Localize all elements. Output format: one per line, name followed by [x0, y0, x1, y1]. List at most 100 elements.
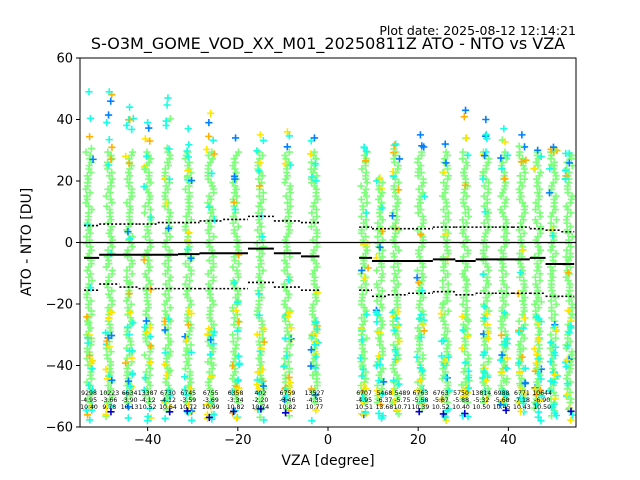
data-point	[83, 172, 91, 180]
data-point	[373, 387, 381, 395]
data-point	[259, 382, 268, 390]
data-point	[207, 109, 215, 117]
data-point	[140, 256, 148, 264]
data-point	[479, 270, 487, 279]
data-point	[208, 155, 217, 163]
data-point	[146, 137, 154, 145]
data-point	[284, 276, 292, 284]
data-point	[128, 125, 136, 134]
data-point	[143, 290, 151, 298]
data-point	[460, 334, 468, 342]
data-point	[123, 364, 131, 373]
data-point	[521, 389, 529, 397]
data-point	[537, 298, 545, 306]
y-tick-label: −40	[46, 359, 73, 374]
data-point	[391, 397, 399, 405]
data-point	[165, 293, 173, 302]
data-point	[312, 406, 320, 414]
data-point	[417, 381, 426, 390]
data-point	[389, 388, 397, 396]
data-point	[362, 249, 370, 258]
data-point	[391, 355, 399, 363]
data-point	[210, 216, 218, 224]
data-point	[87, 246, 95, 254]
data-point	[515, 317, 523, 325]
data-point	[389, 341, 398, 349]
data-point	[438, 395, 446, 404]
data-point	[536, 327, 544, 335]
data-point	[440, 317, 448, 325]
data-point	[516, 172, 524, 180]
data-point	[549, 231, 557, 240]
bin-annotation: 10223	[99, 390, 119, 397]
data-point	[181, 373, 189, 381]
data-point	[536, 168, 545, 176]
data-point	[566, 253, 575, 261]
data-point	[546, 357, 555, 366]
data-point	[535, 172, 543, 180]
data-point	[550, 378, 558, 386]
data-point	[481, 233, 489, 241]
data-point	[229, 362, 237, 370]
data-point	[281, 409, 290, 417]
data-point	[256, 159, 264, 167]
y-tick-label: 0	[65, 236, 73, 251]
data-point	[357, 195, 365, 204]
data-point	[233, 377, 242, 385]
data-point	[444, 209, 452, 217]
data-point	[286, 378, 294, 387]
data-point	[281, 396, 289, 404]
bin-annotation: -4.12	[160, 397, 176, 404]
data-point	[187, 348, 195, 356]
data-point	[552, 172, 560, 180]
y-tick-label: 40	[56, 113, 73, 128]
data-point	[105, 343, 113, 351]
data-point	[481, 152, 489, 160]
data-point	[257, 222, 265, 231]
data-point	[564, 229, 572, 237]
data-point	[285, 308, 293, 317]
data-point	[501, 327, 509, 335]
data-point	[162, 199, 170, 208]
data-point	[205, 192, 213, 200]
data-point	[415, 315, 424, 323]
x-tick-label: −20	[224, 433, 251, 448]
data-point	[561, 175, 570, 183]
data-point	[108, 266, 116, 275]
data-point	[551, 409, 559, 417]
bin-annotation: 10.71	[394, 404, 412, 411]
data-point	[83, 411, 92, 419]
data-point	[105, 229, 113, 237]
data-point	[141, 270, 149, 278]
data-point	[461, 202, 469, 210]
data-point	[230, 358, 238, 366]
data-point	[536, 226, 544, 234]
data-point	[255, 192, 263, 200]
data-point	[164, 287, 173, 295]
data-point	[485, 155, 493, 163]
data-point	[88, 365, 96, 373]
data-point	[518, 353, 526, 361]
data-point	[374, 239, 382, 248]
data-point	[465, 367, 473, 375]
data-point	[420, 327, 428, 335]
bin-annotation: -6.90	[534, 397, 550, 404]
data-point	[531, 216, 539, 224]
data-point	[166, 348, 174, 356]
data-point	[205, 280, 213, 288]
data-point	[312, 318, 320, 327]
data-point	[534, 335, 542, 343]
data-point	[183, 317, 191, 325]
data-point	[480, 302, 488, 311]
data-point	[520, 175, 529, 183]
data-point	[260, 338, 268, 346]
data-point	[357, 182, 365, 190]
bin-annotation: -4.35	[306, 397, 322, 404]
data-point	[141, 202, 149, 210]
data-point	[500, 185, 508, 193]
data-point	[551, 205, 559, 214]
data-point	[229, 263, 237, 271]
data-point	[108, 143, 116, 151]
data-point	[86, 151, 94, 160]
bin-column	[413, 131, 429, 416]
